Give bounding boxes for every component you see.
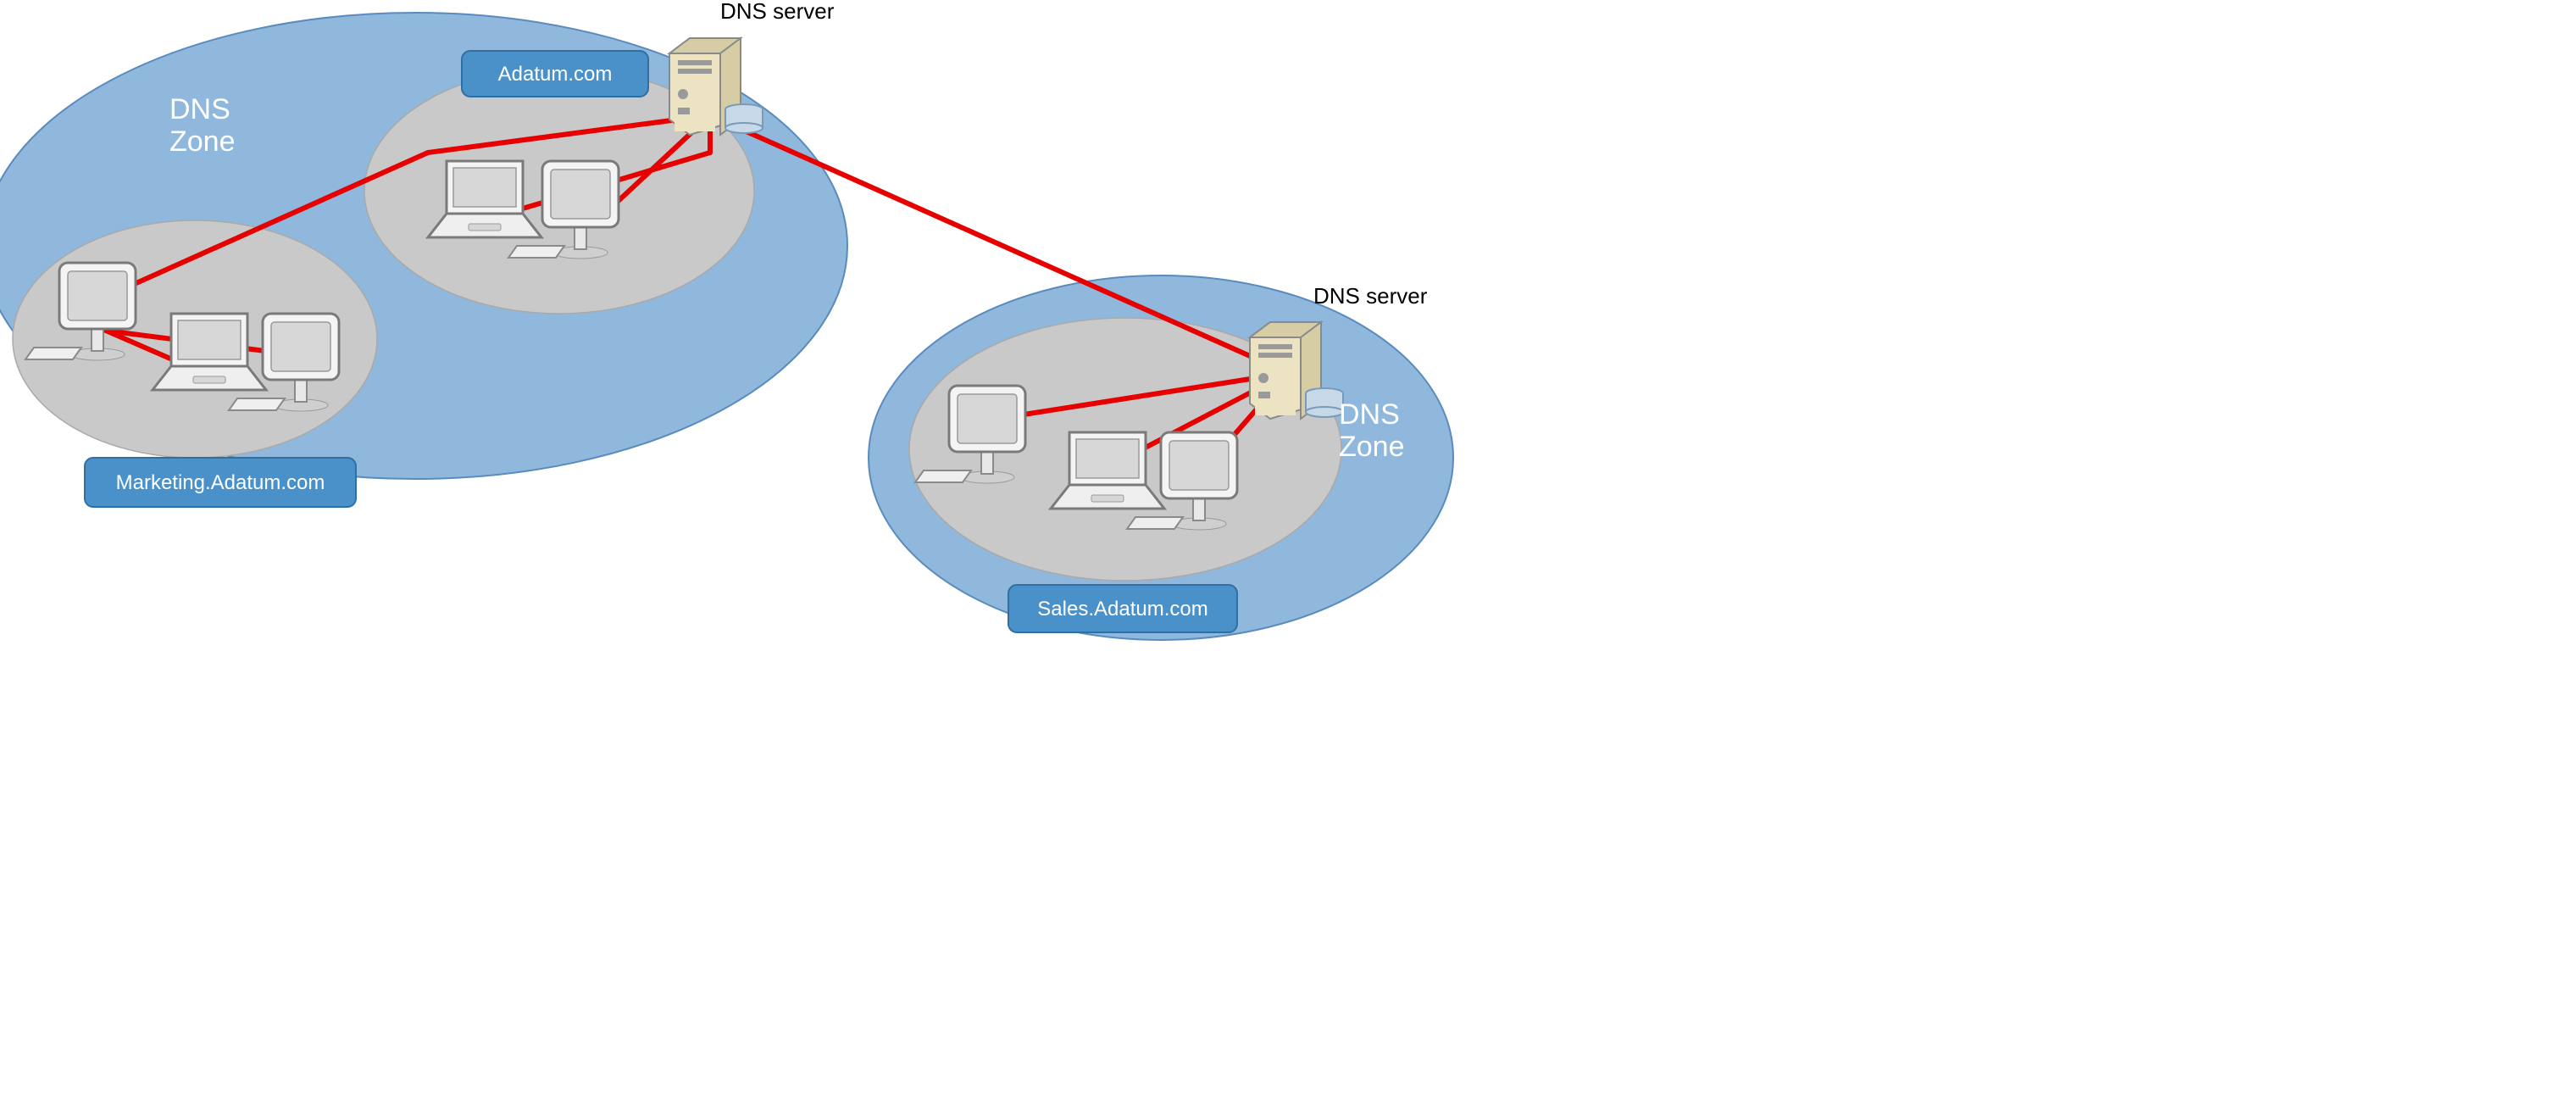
domain-label: Sales.Adatum.com [1037,598,1208,620]
sales-box: Sales.Adatum.com [1008,585,1237,632]
dns-server-label: DNS server [1313,283,1428,309]
marketing-box: Marketing.Adatum.com [85,458,356,507]
dns-server-label: DNS server [720,0,835,24]
dns-server-icon [669,38,763,135]
dns-zone-label: DNSZone [1339,398,1405,463]
dns-zone-diagram: Adatum.com Marketing.Adatum.com Sales.Adat… [0,0,1504,650]
dns-zone-label: DNSZone [169,93,236,158]
domain-label: Adatum.com [498,63,613,86]
adatum-box: Adatum.com [462,51,648,97]
domain-label: Marketing.Adatum.com [116,471,325,494]
